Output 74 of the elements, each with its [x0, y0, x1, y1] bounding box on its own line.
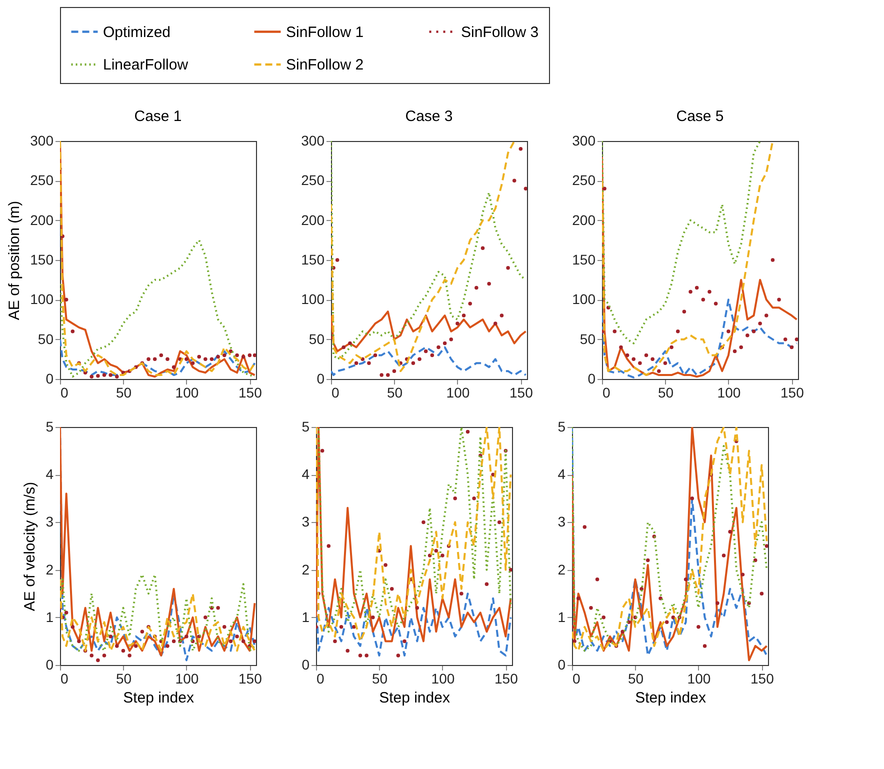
- y-tick-label: 0: [558, 656, 566, 672]
- y-tick-label: 3: [46, 514, 54, 530]
- x-axis-title: Step index: [123, 690, 194, 706]
- y-axis-title: AE of position (m): [6, 200, 24, 320]
- x-tick-label: 50: [658, 384, 674, 400]
- x-tick-label: 50: [386, 384, 403, 400]
- x-tick-label: 50: [116, 384, 132, 400]
- y-tick-label: 1: [46, 608, 54, 625]
- y-tick-label: 150: [30, 252, 54, 268]
- y-tick-label: 4: [558, 466, 566, 482]
- y-tick-label: 200: [301, 212, 325, 228]
- y-tick-label: 2: [558, 561, 566, 578]
- legend-label: SinFollow 2: [286, 56, 364, 74]
- chart-title: Case 5: [676, 108, 724, 125]
- x-tick-label: 50: [372, 670, 388, 686]
- y-tick-label: 0: [302, 656, 310, 672]
- y-tick-label: 150: [301, 252, 325, 268]
- legend-label: LinearFollow: [103, 56, 188, 74]
- x-tick-label: 100: [446, 384, 470, 400]
- y-axis-title: AE of velocity (m/s): [22, 482, 39, 612]
- x-tick-label: 0: [60, 670, 68, 686]
- y-tick-label: 1: [302, 608, 310, 625]
- legend-label: SinFollow 1: [286, 24, 364, 41]
- x-tick-label: 0: [602, 384, 610, 400]
- x-tick-label: 100: [431, 670, 455, 686]
- y-tick-label: 200: [30, 212, 54, 228]
- y-tick-label: 5: [46, 418, 54, 434]
- y-tick-label: 50: [308, 330, 325, 347]
- x-tick-label: 150: [494, 670, 518, 686]
- y-tick-label: 100: [301, 291, 325, 308]
- y-tick-label: 2: [302, 561, 310, 578]
- x-tick-label: 150: [238, 384, 262, 400]
- y-tick-label: 3: [302, 514, 310, 530]
- x-tick-label: 150: [238, 670, 262, 686]
- y-tick-label: 50: [38, 330, 54, 347]
- y-tick-label: 0: [588, 370, 596, 386]
- x-tick-label: 100: [175, 670, 199, 686]
- y-tick-label: 50: [580, 330, 596, 347]
- y-tick-label: 250: [30, 172, 54, 188]
- x-tick-label: 50: [116, 670, 132, 686]
- y-tick-label: 5: [302, 418, 310, 434]
- y-tick-label: 250: [572, 172, 596, 188]
- y-tick-label: 200: [572, 212, 596, 228]
- x-tick-label: 150: [750, 670, 774, 686]
- y-tick-label: 100: [30, 291, 54, 308]
- x-tick-label: 150: [780, 384, 804, 400]
- y-tick-label: 3: [558, 514, 566, 530]
- y-tick-label: 4: [46, 466, 54, 482]
- chart-title: Case 1: [134, 108, 182, 125]
- x-tick-label: 0: [60, 384, 68, 400]
- x-tick-label: 100: [175, 384, 199, 400]
- y-tick-label: 1: [558, 608, 566, 625]
- y-tick-label: 0: [46, 370, 54, 386]
- x-tick-label: 100: [687, 670, 711, 686]
- x-tick-label: 0: [332, 384, 340, 400]
- x-tick-label: 100: [717, 384, 741, 400]
- x-tick-label: 150: [510, 384, 534, 400]
- legend-label: SinFollow 3: [461, 24, 539, 41]
- y-tick-label: 300: [572, 132, 596, 148]
- y-tick-label: 250: [301, 172, 325, 188]
- x-axis-title: Step index: [635, 690, 706, 706]
- legend-label: Optimized: [103, 24, 171, 41]
- y-tick-label: 2: [46, 561, 54, 578]
- y-tick-label: 300: [301, 132, 325, 148]
- y-tick-label: 4: [302, 466, 310, 482]
- y-tick-label: 0: [316, 370, 325, 386]
- y-tick-label: 0: [46, 656, 54, 672]
- x-axis-title: Step index: [379, 690, 450, 706]
- y-tick-label: 150: [572, 252, 596, 268]
- y-tick-label: 300: [30, 132, 54, 148]
- y-tick-label: 5: [558, 418, 566, 434]
- chart-title: Case 3: [405, 108, 453, 125]
- x-tick-label: 50: [628, 670, 644, 686]
- y-tick-label: 100: [572, 291, 596, 308]
